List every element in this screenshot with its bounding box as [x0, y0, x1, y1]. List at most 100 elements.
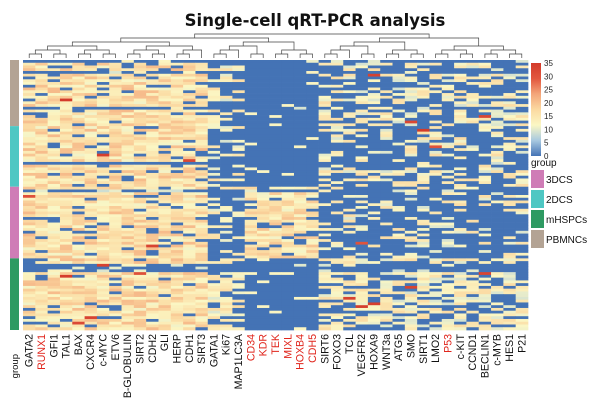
heat-cell — [318, 128, 332, 132]
heat-cell — [195, 294, 209, 298]
heat-cell — [195, 313, 209, 317]
heat-cell — [355, 167, 369, 171]
heat-cell — [515, 222, 529, 226]
heat-cell — [454, 228, 467, 232]
heat-cell — [170, 82, 184, 86]
gene-label: P21 — [516, 334, 528, 353]
heat-cell — [491, 150, 504, 155]
heat-cell — [404, 104, 418, 108]
heat-cell — [429, 296, 443, 301]
heat-cell — [441, 252, 455, 256]
heat-cell — [72, 272, 85, 276]
heat-cell — [195, 277, 209, 281]
heat-cell — [121, 98, 135, 102]
heat-cell — [392, 164, 406, 168]
heat-cell — [429, 324, 443, 328]
heat-cell — [293, 233, 307, 237]
heat-cell — [454, 302, 467, 306]
heat-cell — [392, 241, 406, 245]
heat-cell — [232, 68, 246, 72]
heat-cell — [306, 93, 319, 97]
heat-cell — [404, 189, 418, 193]
heat-cell — [72, 269, 85, 273]
heat-cell — [318, 225, 332, 229]
heat-cell — [47, 272, 61, 276]
heat-cell — [257, 283, 270, 287]
heat-cell — [207, 167, 221, 171]
heat-cell — [466, 211, 480, 215]
heat-cell — [491, 181, 504, 185]
heat-cell — [318, 117, 332, 121]
heat-cell — [417, 126, 430, 130]
heat-cell — [503, 178, 517, 182]
heat-cell — [59, 65, 73, 69]
heat-cell — [281, 255, 295, 259]
gene-label: CXCR4 — [85, 334, 97, 370]
heat-cell — [35, 62, 48, 66]
heat-cell — [380, 244, 393, 248]
heat-cell — [121, 139, 135, 144]
heat-cell — [318, 139, 332, 144]
heat-cell — [306, 134, 319, 138]
heat-cell — [96, 324, 110, 328]
heat-cell — [133, 104, 147, 108]
heat-cell — [318, 142, 332, 146]
heat-cell — [220, 214, 233, 218]
heat-cell — [281, 274, 295, 279]
heat-cell — [257, 258, 270, 262]
heat-cell — [318, 274, 332, 279]
heat-cell — [441, 164, 455, 168]
heat-cell — [47, 230, 61, 234]
heat-cell — [392, 244, 406, 248]
heat-cell — [183, 263, 196, 267]
heat-cell — [392, 181, 406, 185]
heat-cell — [281, 117, 295, 121]
heat-cell — [195, 153, 209, 157]
heat-cell — [244, 68, 258, 72]
heat-cell — [281, 65, 295, 69]
heat-cell — [491, 208, 504, 212]
heat-cell — [96, 197, 110, 201]
heat-cell — [47, 214, 61, 218]
heat-cell — [355, 195, 369, 199]
heat-cell — [404, 285, 418, 290]
heat-cell — [232, 208, 246, 212]
heat-cell — [158, 230, 172, 234]
heat-cell — [96, 109, 110, 113]
gene-label: CDH5 — [307, 334, 319, 363]
heat-cell — [146, 159, 159, 163]
heat-cell — [84, 115, 98, 119]
heat-cell — [404, 137, 418, 141]
heat-cell — [121, 277, 135, 281]
heat-cell — [35, 120, 48, 124]
heat-cell — [491, 225, 504, 229]
heat-cell — [47, 277, 61, 281]
heat-cell — [343, 153, 356, 157]
heat-cell — [503, 296, 517, 301]
heat-cell — [367, 239, 381, 243]
heat-cell — [330, 183, 344, 188]
heat-cell — [355, 131, 369, 135]
heat-cell — [293, 98, 307, 102]
heat-cell — [515, 164, 529, 168]
heat-cell — [244, 283, 258, 287]
heat-cell — [207, 98, 221, 102]
heat-cell — [392, 288, 406, 292]
heat-cell — [96, 233, 110, 237]
heat-cell — [478, 294, 492, 298]
dendrogram-branch — [299, 53, 313, 58]
heat-cell — [417, 134, 430, 138]
heat-cell — [84, 120, 98, 124]
heat-cell — [417, 305, 430, 309]
heat-cell — [355, 139, 369, 144]
heat-cell — [47, 321, 61, 325]
heat-cell — [72, 145, 85, 149]
heat-cell — [244, 239, 258, 243]
heat-cell — [478, 206, 492, 210]
heat-cell — [441, 236, 455, 240]
heat-cell — [293, 318, 307, 323]
heat-cell — [220, 327, 233, 331]
heat-cell — [429, 233, 443, 237]
heat-cell — [330, 230, 344, 234]
heat-cell — [380, 128, 393, 132]
